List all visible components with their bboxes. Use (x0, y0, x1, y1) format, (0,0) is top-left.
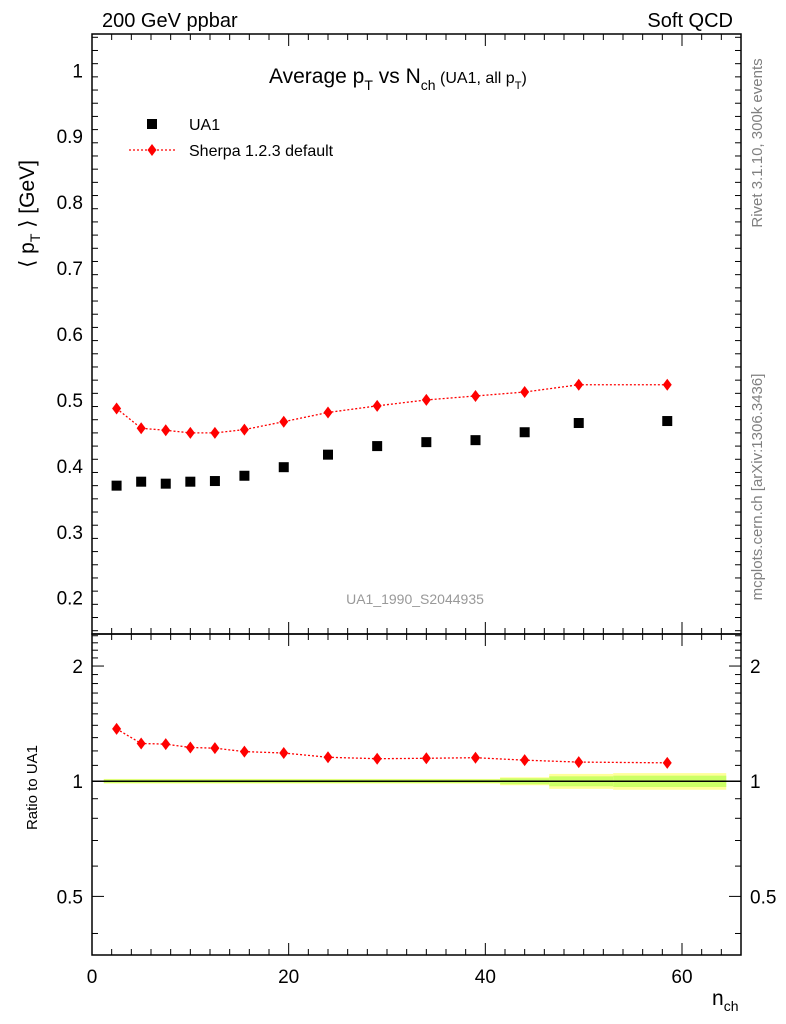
ua1-data-point (239, 470, 250, 481)
ua1-data-point (278, 462, 289, 473)
sherpa-data-point (136, 422, 146, 435)
sherpa-ratio-point (185, 741, 195, 754)
legend: UA1 Sherpa 1.2.3 default (129, 117, 334, 160)
axes: 0 20 40 60 0.2 0.3 0.4 0.5 0.6 0.7 0.8 0.9 1 0.5 0.5 1 1… (57, 33, 776, 988)
sherpa-data-point (210, 426, 220, 439)
y-tick-label: 1 (72, 61, 83, 82)
sherpa-ratio-point (574, 756, 584, 769)
ua1-data-point (136, 476, 147, 487)
sherpa-data-point (239, 423, 249, 436)
sherpa-ratio-point (471, 751, 480, 764)
chart-title-a: Average p (269, 65, 364, 88)
ratio-plot-frame (91, 633, 742, 956)
chart-title-small-b: ) (521, 70, 526, 87)
mcplots-label: mcplots.cern.ch [arXiv:1306.3436] (749, 374, 766, 601)
header-left-label: 200 GeV ppbar (102, 10, 238, 32)
sherpa-ratio-point (161, 738, 171, 751)
y-tick-label: 0.6 (57, 325, 83, 346)
rivet-version-label: Rivet 3.1.10, 300k events (749, 58, 766, 227)
sherpa-line (116, 384, 668, 434)
sherpa-ratio-line (116, 728, 668, 764)
x-tick-label: 0 (87, 967, 98, 988)
ua1-data-point (111, 480, 122, 491)
ua1-data-point (573, 418, 584, 429)
sherpa-data-point (520, 386, 530, 399)
sherpa-data-point (185, 426, 195, 439)
sherpa-ratio-point (136, 737, 146, 750)
sherpa-ratio-point (421, 752, 431, 765)
x-axis-label-sub: ch (724, 998, 739, 1014)
x-tick-label: 60 (671, 967, 692, 988)
legend-marker-sherpa (147, 144, 157, 156)
sherpa-ratio-point (323, 751, 333, 764)
sherpa-data-point (421, 393, 431, 406)
x-axis-label: nch (712, 987, 738, 1014)
ua1-data-point (372, 441, 383, 452)
ratio-y-axis-label: Ratio to UA1 (24, 745, 41, 830)
chart-title: Average pT vs Nch (UA1, all pT) (269, 65, 527, 93)
analysis-label: UA1_1990_S2044935 (346, 591, 484, 607)
chart-title-sub-b: ch (421, 77, 436, 93)
sherpa-ratio-point (210, 742, 220, 755)
y-tick-label: 0.5 (57, 391, 83, 412)
y-axis-label: ⟨ pT ⟩ [GeV] (16, 160, 43, 268)
x-tick-label: 20 (278, 967, 299, 988)
ratio-uncertainty-band (92, 773, 741, 790)
ratio-y-tick-label-right: 2 (750, 657, 761, 678)
chart-title-b: vs N (373, 65, 421, 88)
ua1-data-point (421, 437, 432, 448)
x-axis-label-main: n (712, 987, 724, 1010)
y-axis-label-open: ⟨ p (16, 242, 39, 268)
legend-marker-ua1 (147, 119, 157, 129)
x-tick-label: 40 (475, 967, 496, 988)
sherpa-ratio-point (279, 747, 289, 760)
sherpa-data-point (662, 378, 672, 391)
ratio-y-tick-label-left: 1 (72, 772, 83, 793)
ratio-y-tick-label-left: 0.5 (57, 887, 83, 908)
y-axis-label-sub: T (27, 233, 43, 242)
chart-title-sub-a: T (364, 77, 373, 93)
sherpa-ratio-point (520, 754, 530, 767)
ua1-data-point (470, 435, 481, 446)
sherpa-data-point (112, 402, 122, 415)
y-tick-label: 0.7 (57, 259, 83, 280)
ratio-y-tick-label-right: 1 (750, 772, 761, 793)
sherpa-data-point (161, 424, 171, 437)
ua1-data-point (160, 478, 171, 489)
sherpa-data-point (279, 415, 289, 428)
ua1-data-point (662, 416, 673, 427)
sherpa-ratio-point (662, 756, 672, 769)
ua1-data-point (323, 449, 333, 460)
chart-title-small-sub: T (515, 80, 522, 92)
ua1-data-point (519, 427, 530, 438)
sherpa-data-point (574, 378, 584, 391)
ratio-y-tick-label-right: 0.5 (750, 887, 776, 908)
sherpa-data-point (471, 389, 480, 402)
ua1-data-point (185, 476, 196, 487)
sherpa-data-point (372, 399, 382, 412)
series-layer (111, 378, 673, 769)
chart-title-small-a: (UA1, all p (436, 70, 515, 87)
y-tick-label: 0.2 (57, 589, 83, 610)
ua1-data-point (209, 476, 220, 487)
sherpa-ratio-point (372, 752, 382, 765)
legend-label-sherpa: Sherpa 1.2.3 default (189, 143, 334, 160)
sherpa-ratio-point (112, 722, 122, 735)
y-tick-label: 0.4 (57, 457, 84, 478)
y-tick-label: 0.8 (57, 193, 83, 214)
ratio-y-tick-label-left: 2 (72, 657, 83, 678)
sherpa-data-point (323, 406, 333, 419)
y-tick-label: 0.3 (57, 523, 83, 544)
y-tick-label: 0.9 (57, 127, 83, 148)
legend-label-ua1: UA1 (189, 117, 220, 134)
y-axis-label-close: ⟩ [GeV] (16, 160, 39, 234)
header-right-label: Soft QCD (647, 10, 733, 32)
sherpa-ratio-point (239, 745, 249, 758)
